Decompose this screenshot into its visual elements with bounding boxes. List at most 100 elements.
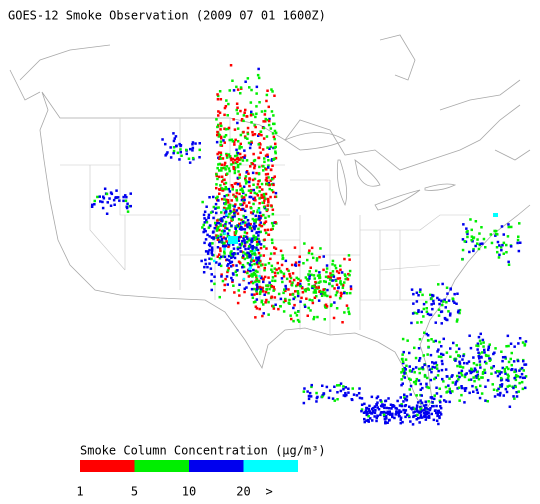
smoke-pixel xyxy=(233,128,237,131)
smoke-pixel xyxy=(462,354,465,358)
smoke-pixel xyxy=(251,275,254,278)
smoke-pixel xyxy=(305,278,309,281)
smoke-pixel xyxy=(255,231,258,235)
smoke-pixel xyxy=(306,258,309,262)
smoke-pixel xyxy=(431,361,434,364)
smoke-pixel xyxy=(236,152,240,155)
smoke-pixel xyxy=(487,348,490,352)
smoke-pixel xyxy=(507,260,510,264)
smoke-pixel xyxy=(212,195,215,199)
smoke-pixel xyxy=(412,292,415,296)
smoke-pixel xyxy=(222,215,226,219)
smoke-pixel xyxy=(451,374,454,377)
smoke-pixel xyxy=(310,246,314,250)
smoke-pixel xyxy=(216,125,219,129)
smoke-pixel xyxy=(223,113,226,117)
smoke-pixel xyxy=(253,251,256,254)
smoke-pixel xyxy=(453,301,456,304)
smoke-pixel xyxy=(231,279,234,282)
smoke-pixel xyxy=(274,274,277,278)
smoke-pixel xyxy=(219,153,223,156)
smoke-pixel xyxy=(290,284,294,287)
smoke-pixel xyxy=(242,119,245,123)
smoke-pixel xyxy=(274,303,277,306)
smoke-pixel xyxy=(255,237,259,240)
legend-title: Smoke Column Concentration (μg/m³) xyxy=(80,444,326,458)
smoke-pixel xyxy=(409,378,412,381)
smoke-pixel xyxy=(349,287,353,291)
smoke-pixel xyxy=(418,338,422,341)
smoke-pixel xyxy=(231,252,234,256)
smoke-pixel xyxy=(259,196,263,199)
smoke-pixel xyxy=(502,252,505,255)
smoke-pixel xyxy=(261,196,264,199)
smoke-pixel xyxy=(264,178,268,182)
smoke-pixel xyxy=(417,309,420,312)
smoke-pixel xyxy=(474,368,477,372)
smoke-pixel xyxy=(236,156,240,160)
smoke-pixel xyxy=(191,149,194,152)
smoke-pixel xyxy=(302,390,306,393)
smoke-pixel xyxy=(211,210,214,213)
smoke-pixel xyxy=(267,159,270,162)
smoke-pixel xyxy=(205,221,209,224)
smoke-pixel xyxy=(228,229,231,232)
smoke-pixel xyxy=(264,216,267,220)
smoke-pixel xyxy=(432,302,435,305)
smoke-pixel xyxy=(503,370,507,373)
smoke-pixel xyxy=(410,321,413,325)
smoke-pixel xyxy=(267,201,270,204)
smoke-pixel xyxy=(247,141,251,145)
smoke-pixel xyxy=(455,350,458,354)
smoke-pixel xyxy=(258,275,261,278)
smoke-pixel xyxy=(209,267,213,270)
smoke-pixel xyxy=(272,307,276,310)
smoke-pixel xyxy=(242,234,246,238)
smoke-pixel xyxy=(229,265,233,268)
smoke-pixel xyxy=(431,365,434,369)
smoke-pixel xyxy=(267,291,270,295)
smoke-pixel xyxy=(347,391,350,394)
smoke-pixel xyxy=(235,154,239,157)
smoke-pixel xyxy=(302,401,306,405)
smoke-pixel xyxy=(233,169,237,172)
smoke-pixel xyxy=(115,189,118,192)
smoke-pixel xyxy=(277,307,280,311)
smoke-pixel xyxy=(216,246,220,249)
smoke-pixel xyxy=(223,188,226,191)
smoke-pixel xyxy=(264,197,267,201)
smoke-pixel xyxy=(240,146,243,149)
smoke-pixel xyxy=(481,242,484,245)
smoke-pixel xyxy=(447,384,450,387)
smoke-pixel xyxy=(101,206,105,210)
smoke-pixel xyxy=(212,236,215,239)
smoke-pixel xyxy=(410,288,414,291)
smoke-pixel xyxy=(460,374,464,377)
smoke-pixel xyxy=(102,195,105,198)
smoke-pixel xyxy=(240,226,243,229)
smoke-pixel xyxy=(484,246,487,249)
smoke-pixel xyxy=(124,194,127,197)
smoke-pixel xyxy=(435,419,439,422)
smoke-pixel xyxy=(238,246,242,250)
smoke-pixel xyxy=(210,249,214,253)
smoke-pixel xyxy=(436,414,439,418)
smoke-pixel xyxy=(254,280,257,283)
smoke-pixel xyxy=(203,221,206,224)
smoke-pixel xyxy=(395,410,398,414)
smoke-pixel xyxy=(287,301,290,305)
smoke-pixel xyxy=(165,152,168,156)
smoke-pixel xyxy=(242,251,245,254)
smoke-pixel xyxy=(217,225,220,229)
smoke-pixel xyxy=(414,366,418,369)
smoke-pixel xyxy=(225,187,228,191)
smoke-pixel xyxy=(268,117,271,121)
smoke-pixel xyxy=(207,226,211,229)
smoke-pixel xyxy=(505,390,509,394)
smoke-pixel xyxy=(229,209,232,213)
smoke-pixel xyxy=(477,378,481,381)
smoke-pixel xyxy=(483,351,486,354)
smoke-pixel xyxy=(216,236,220,239)
smoke-pixel xyxy=(266,284,270,287)
smoke-pixel xyxy=(430,367,434,371)
